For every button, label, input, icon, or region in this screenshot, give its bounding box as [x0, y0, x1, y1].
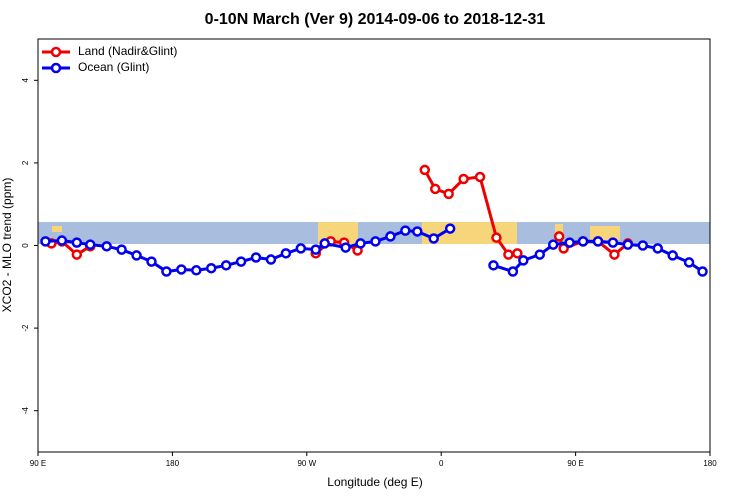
point — [553, 231, 565, 242]
point — [607, 237, 619, 248]
point — [116, 244, 127, 255]
point — [161, 266, 172, 277]
point — [512, 248, 523, 259]
point — [295, 243, 307, 254]
point — [564, 237, 575, 248]
point — [547, 239, 559, 250]
point — [146, 256, 157, 267]
point — [310, 244, 322, 255]
point — [250, 252, 262, 263]
point — [280, 248, 292, 259]
point — [265, 254, 277, 265]
legend-label: Ocean (Glint) — [78, 60, 149, 74]
point — [191, 265, 202, 276]
point — [444, 223, 456, 234]
point — [56, 235, 68, 246]
legend-marker — [50, 62, 62, 74]
legend-label: Land (Nadir&Glint) — [78, 44, 177, 58]
x-axis-label: Longitude (deg E) — [327, 475, 422, 489]
point — [683, 257, 695, 268]
x-tick-label: 90 E — [30, 459, 46, 468]
x-tick-label: 180 — [703, 459, 717, 468]
point — [667, 250, 678, 261]
point — [85, 239, 96, 250]
point — [609, 249, 620, 260]
point — [71, 237, 83, 248]
y-tick-label: 0 — [21, 243, 30, 248]
chart-title: 0-10N March (Ver 9) 2014-09-06 to 2018-1… — [205, 11, 546, 28]
point — [503, 249, 514, 260]
point — [319, 238, 330, 249]
y-tick-label: 4 — [21, 78, 30, 83]
point — [637, 240, 649, 251]
y-axis-label: XCO2 - MLO trend (ppm) — [0, 178, 14, 313]
y-tick-label: -4 — [21, 407, 30, 415]
point — [235, 256, 247, 267]
series-line — [51, 169, 629, 257]
point — [534, 249, 546, 260]
point — [355, 238, 366, 249]
point — [340, 242, 351, 253]
point — [71, 249, 83, 260]
x-tick-label: 180 — [166, 459, 180, 468]
point — [101, 241, 112, 252]
point — [592, 236, 604, 247]
point — [518, 255, 529, 266]
point — [385, 231, 396, 242]
point — [400, 225, 411, 236]
point — [474, 171, 486, 183]
x-tick-label: 0 — [439, 459, 444, 468]
x-tick-label: 90 E — [567, 459, 583, 468]
point — [412, 226, 423, 237]
point — [205, 262, 217, 274]
legend-marker — [50, 46, 62, 58]
point — [176, 264, 187, 275]
point — [507, 266, 519, 277]
point — [488, 260, 499, 271]
point — [652, 243, 663, 254]
point — [697, 266, 708, 277]
point — [40, 236, 51, 247]
point — [458, 173, 469, 185]
point — [131, 250, 142, 261]
y-tick-label: -2 — [21, 324, 30, 332]
point — [429, 183, 441, 195]
point — [443, 188, 454, 200]
y-tick-label: 2 — [21, 160, 30, 165]
point — [370, 236, 381, 247]
point — [419, 164, 431, 176]
point — [622, 239, 634, 250]
point — [577, 236, 589, 247]
point — [428, 233, 439, 244]
point — [491, 232, 502, 243]
point — [220, 260, 232, 271]
x-tick-label: 90 W — [297, 459, 316, 468]
